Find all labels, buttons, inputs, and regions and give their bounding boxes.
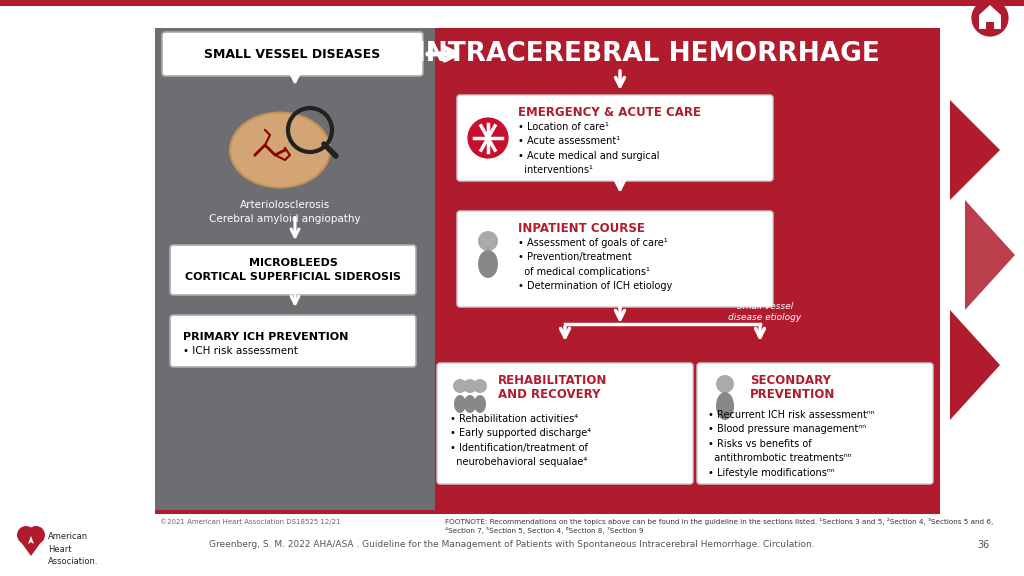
- Bar: [155, 510, 940, 514]
- Text: • Recurrent ICH risk assessmentⁿⁿ
• Blood pressure managementⁿⁿ
• Risks vs benef: • Recurrent ICH risk assessmentⁿⁿ • Bloo…: [708, 410, 874, 478]
- Text: • ICH risk assessment: • ICH risk assessment: [183, 346, 298, 356]
- FancyBboxPatch shape: [162, 32, 423, 76]
- Text: REHABILITATION: REHABILITATION: [498, 374, 607, 387]
- Ellipse shape: [474, 395, 486, 413]
- Circle shape: [716, 375, 734, 393]
- Text: American
Heart
Association.: American Heart Association.: [48, 532, 98, 566]
- Text: Arteriolosclerosis
Cerebral amyloid angiopathy: Arteriolosclerosis Cerebral amyloid angi…: [209, 200, 360, 224]
- Bar: [155, 28, 435, 510]
- Text: • Location of care¹
• Acute assessment¹
• Acute medical and surgical
  intervent: • Location of care¹ • Acute assessment¹ …: [518, 122, 659, 175]
- Text: Small vessel
disease etiology: Small vessel disease etiology: [728, 302, 802, 322]
- Circle shape: [466, 116, 510, 160]
- Text: EMERGENCY & ACUTE CARE: EMERGENCY & ACUTE CARE: [518, 106, 701, 119]
- Circle shape: [27, 526, 45, 544]
- FancyBboxPatch shape: [457, 95, 773, 181]
- Polygon shape: [950, 100, 1000, 200]
- Text: MICROBLEEDS
CORTICAL SUPERFICIAL SIDEROSIS: MICROBLEEDS CORTICAL SUPERFICIAL SIDEROS…: [185, 258, 401, 282]
- Text: PREVENTION: PREVENTION: [750, 388, 836, 401]
- Circle shape: [453, 379, 467, 393]
- FancyBboxPatch shape: [457, 211, 773, 307]
- Polygon shape: [965, 200, 1015, 310]
- Circle shape: [970, 0, 1010, 38]
- Text: ©2021 American Heart Association DS18525 12/21: ©2021 American Heart Association DS18525…: [160, 518, 341, 525]
- Ellipse shape: [478, 250, 498, 278]
- Text: Greenberg, S. M. 2022 AHA/ASA . Guideline for the Management of Patients with Sp: Greenberg, S. M. 2022 AHA/ASA . Guidelin…: [209, 540, 815, 549]
- Text: PRIMARY ICH PREVENTION: PRIMARY ICH PREVENTION: [183, 332, 348, 342]
- Bar: [435, 28, 940, 510]
- Polygon shape: [28, 536, 34, 544]
- Polygon shape: [986, 22, 994, 29]
- Ellipse shape: [716, 392, 734, 420]
- FancyBboxPatch shape: [170, 315, 416, 367]
- Bar: [0, 0, 1024, 6]
- Circle shape: [478, 231, 498, 251]
- FancyBboxPatch shape: [170, 245, 416, 295]
- Text: SECONDARY: SECONDARY: [750, 374, 831, 387]
- Text: SMALL VESSEL DISEASES: SMALL VESSEL DISEASES: [205, 47, 381, 60]
- FancyBboxPatch shape: [697, 363, 933, 484]
- Polygon shape: [950, 310, 1000, 420]
- Circle shape: [473, 379, 487, 393]
- Text: INPATIENT COURSE: INPATIENT COURSE: [518, 222, 645, 235]
- Text: AND RECOVERY: AND RECOVERY: [498, 388, 600, 401]
- Ellipse shape: [230, 112, 330, 188]
- Ellipse shape: [464, 395, 476, 413]
- Circle shape: [17, 526, 35, 544]
- Text: INTRACEREBRAL HEMORRHAGE: INTRACEREBRAL HEMORRHAGE: [416, 41, 880, 67]
- Ellipse shape: [454, 395, 466, 413]
- Text: FOOTNOTE: Recommendations on the topics above can be found in the guideline in t: FOOTNOTE: Recommendations on the topics …: [445, 518, 993, 535]
- Text: • Assessment of goals of care¹
• Prevention/treatment
  of medical complications: • Assessment of goals of care¹ • Prevent…: [518, 238, 672, 291]
- Polygon shape: [18, 538, 44, 556]
- Text: 36: 36: [978, 540, 990, 550]
- Text: • Rehabilitation activities⁴
• Early supported discharge⁴
• Identification/treat: • Rehabilitation activities⁴ • Early sup…: [450, 414, 591, 467]
- Circle shape: [463, 379, 477, 393]
- FancyBboxPatch shape: [437, 363, 693, 484]
- Polygon shape: [979, 5, 1001, 29]
